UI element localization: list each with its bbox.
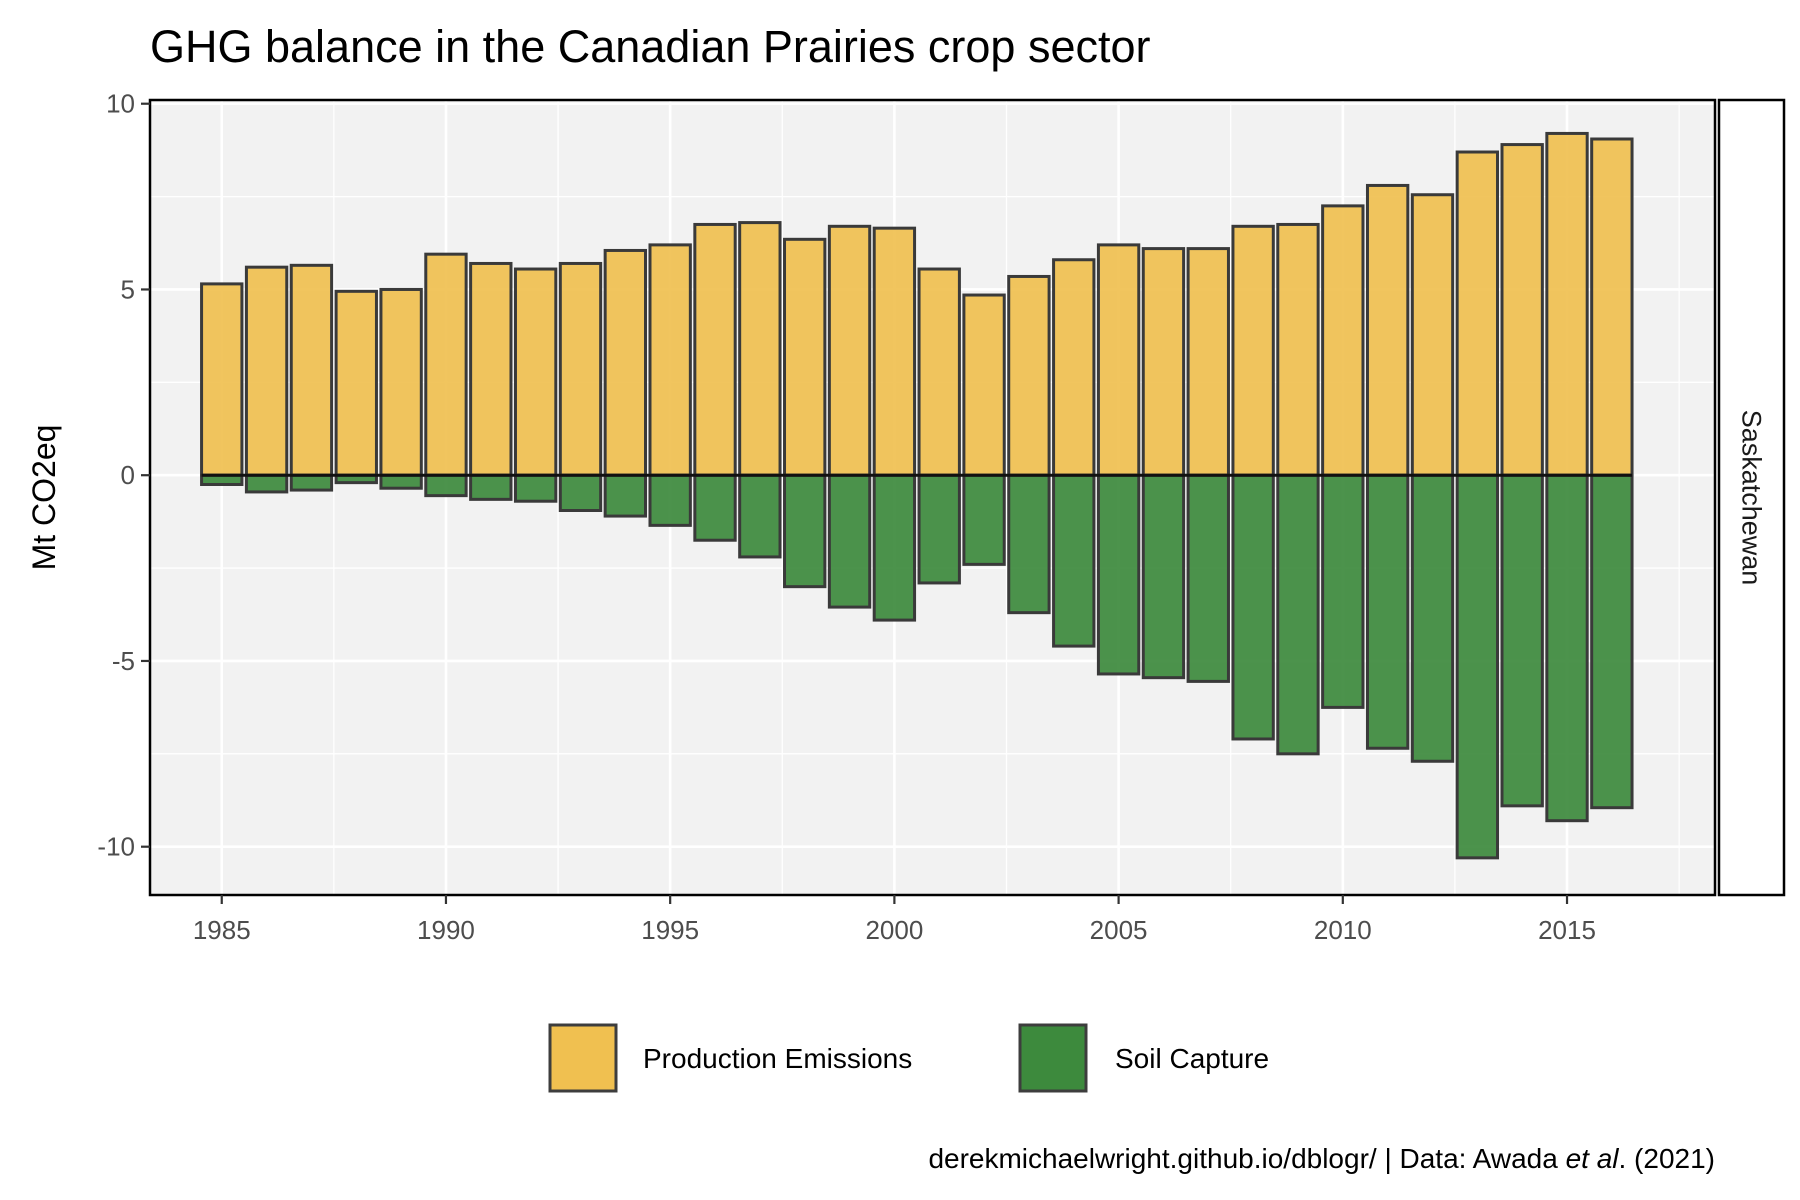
bar-production-emissions-2001 (917, 267, 961, 477)
y-tick-label: -10 (97, 832, 135, 862)
caption: derekmichaelwright.github.io/dblogr/ | D… (928, 1143, 1715, 1174)
x-tick-label: 1995 (641, 915, 699, 945)
bar-soil-capture-1996 (693, 473, 737, 542)
bar-soil-capture-2011 (1365, 473, 1410, 750)
bar-production-emissions-2004 (1052, 258, 1096, 477)
bar-soil-capture-2010 (1321, 473, 1365, 709)
x-tick-label: 2000 (865, 915, 923, 945)
x-axis: 1985 1990 1995 2000 2005 2010 2015 (193, 895, 1596, 945)
bar-soil-capture-2014 (1500, 473, 1544, 808)
bar-production-emissions-2011 (1365, 183, 1410, 477)
legend-key-soil-capture (1018, 1023, 1088, 1093)
bar-soil-capture-2000 (872, 473, 917, 622)
bar-production-emissions-2015 (1545, 131, 1589, 477)
bar-production-emissions-2003 (1007, 274, 1051, 477)
x-tick-label: 2010 (1314, 915, 1372, 945)
bar-production-emissions-1985 (200, 282, 244, 477)
y-tick-label: -5 (112, 646, 135, 676)
y-axis: 10 5 0 -5 -10 (97, 89, 150, 862)
caption-prefix: derekmichaelwright.github.io/dblogr/ | D… (928, 1143, 1565, 1174)
bar-production-emissions-1986 (244, 265, 289, 477)
bar-production-emissions-2006 (1141, 247, 1186, 477)
bar-production-emissions-2012 (1410, 193, 1455, 477)
y-tick-label: 0 (121, 460, 135, 490)
bar-production-emissions-1997 (738, 221, 782, 477)
bar-soil-capture-2012 (1410, 473, 1455, 763)
legend: Production Emissions Soil Capture (548, 1023, 1269, 1093)
legend-label-production-emissions: Production Emissions (643, 1043, 912, 1074)
bar-soil-capture-1995 (648, 473, 692, 527)
bar-production-emissions-1999 (827, 224, 872, 477)
bar-soil-capture-1999 (827, 473, 872, 609)
bar-production-emissions-2010 (1321, 204, 1365, 477)
bar-production-emissions-1994 (603, 248, 648, 477)
chart-title: GHG balance in the Canadian Prairies cro… (150, 21, 1151, 72)
bar-soil-capture-1987 (289, 473, 334, 492)
facet-strip (1717, 98, 1786, 897)
bar-soil-capture-1989 (379, 473, 423, 490)
bar-soil-capture-1997 (738, 473, 782, 559)
bar-production-emissions-2009 (1276, 222, 1320, 477)
bar-soil-capture-2005 (1096, 473, 1141, 676)
bar-soil-capture-1990 (424, 473, 468, 498)
caption-suffix: . (2021) (1619, 1143, 1716, 1174)
bar-production-emissions-2005 (1096, 243, 1141, 477)
x-tick-label: 2015 (1538, 915, 1596, 945)
bar-soil-capture-1986 (244, 473, 289, 494)
bar-production-emissions-1995 (648, 243, 692, 477)
bar-production-emissions-1992 (513, 267, 558, 477)
legend-label-soil-capture: Soil Capture (1115, 1043, 1269, 1074)
bar-soil-capture-1991 (469, 473, 513, 501)
bar-production-emissions-2016 (1590, 137, 1634, 477)
bar-soil-capture-2013 (1455, 473, 1500, 860)
bar-production-emissions-2007 (1186, 247, 1230, 477)
bar-soil-capture-2002 (962, 473, 1006, 566)
bar-production-emissions-1993 (558, 261, 603, 477)
bar-production-emissions-1991 (469, 261, 513, 477)
bar-production-emissions-1996 (693, 222, 737, 477)
bar-soil-capture-1998 (783, 473, 827, 589)
bar-soil-capture-1992 (513, 473, 558, 503)
plot-panel-border (148, 98, 1717, 897)
bar-soil-capture-2004 (1052, 473, 1096, 648)
bar-production-emissions-2014 (1500, 143, 1544, 477)
bar-production-emissions-1998 (783, 237, 827, 477)
x-tick-label: 1985 (193, 915, 251, 945)
bar-production-emissions-1990 (424, 252, 468, 477)
bar-soil-capture-2001 (917, 473, 961, 585)
bar-production-emissions-1989 (379, 287, 423, 477)
bar-production-emissions-2013 (1455, 150, 1500, 477)
bar-production-emissions-1988 (334, 289, 378, 477)
facet-strip-label: Saskatchewan (1737, 410, 1767, 586)
x-tick-label: 1990 (417, 915, 475, 945)
bar-production-emissions-1987 (289, 263, 334, 477)
caption-italic: et al (1566, 1143, 1620, 1174)
bar-soil-capture-2015 (1545, 473, 1589, 823)
bar-soil-capture-2007 (1186, 473, 1230, 683)
bar-production-emissions-2002 (962, 293, 1006, 477)
bar-production-emissions-2008 (1231, 224, 1275, 477)
y-tick-label: 10 (106, 89, 135, 119)
y-axis-label: Mt CO2eq (26, 425, 62, 571)
y-tick-label: 5 (121, 274, 135, 304)
legend-key-production-emissions (548, 1023, 618, 1093)
bar-soil-capture-2006 (1141, 473, 1186, 680)
bar-soil-capture-2008 (1231, 473, 1275, 741)
bar-soil-capture-2009 (1276, 473, 1320, 756)
bar-production-emissions-2000 (872, 226, 917, 477)
bar-soil-capture-1994 (603, 473, 648, 518)
bar-soil-capture-1993 (558, 473, 603, 513)
x-tick-label: 2005 (1090, 915, 1148, 945)
bar-soil-capture-2016 (1590, 473, 1634, 810)
bar-soil-capture-2003 (1007, 473, 1051, 615)
